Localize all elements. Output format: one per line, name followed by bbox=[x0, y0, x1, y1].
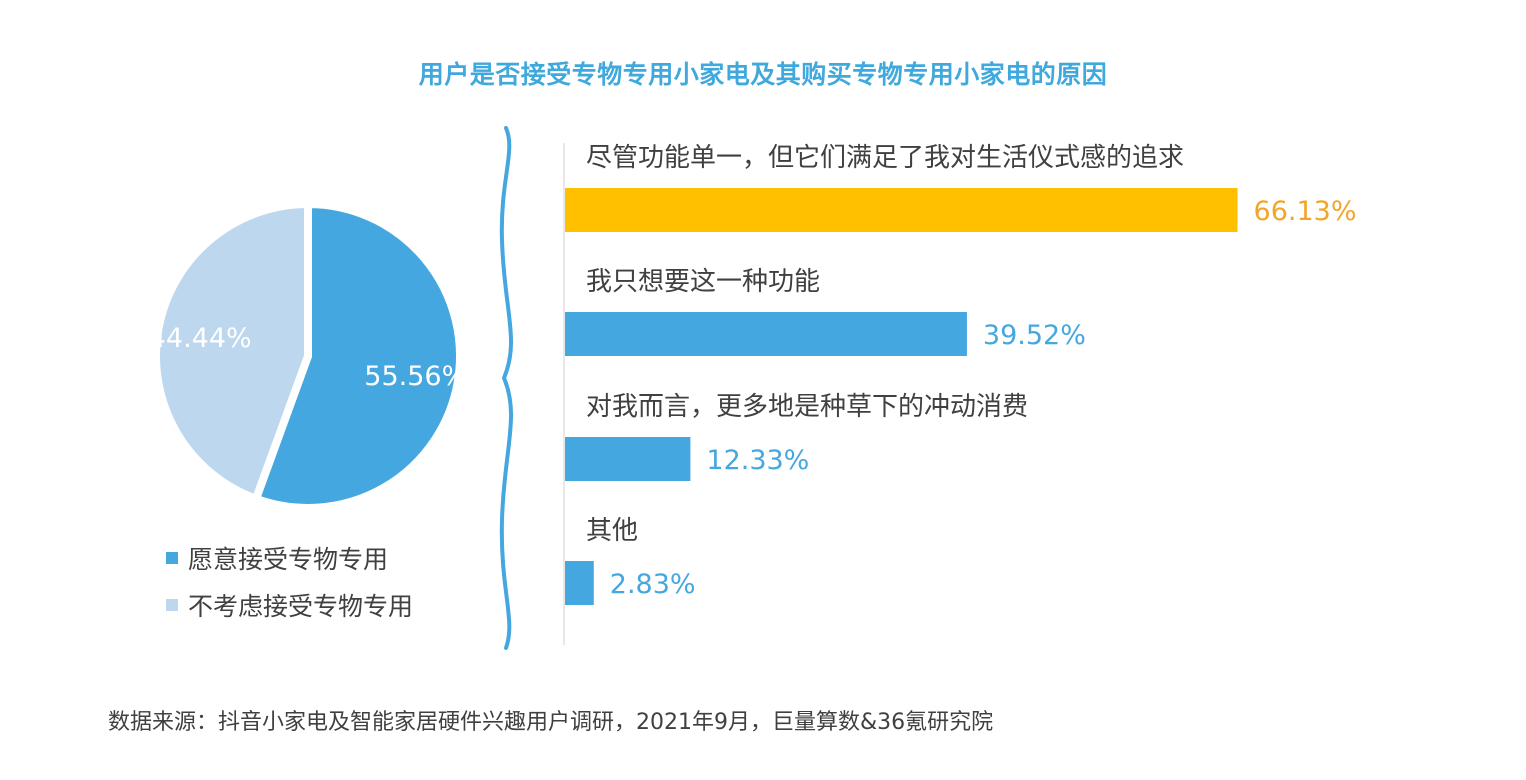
chart-title: 用户是否接受专物专用小家电及其购买专物专用小家电的原因 bbox=[418, 60, 1108, 89]
pie-slice-decline bbox=[152, 199, 312, 504]
legend-item-decline: 不考虑接受专物专用 bbox=[166, 590, 414, 621]
source-note: 数据来源：抖音小家电及智能家居硬件兴趣用户调研，2021年9月，巨量算数&36氪… bbox=[108, 710, 994, 735]
bar bbox=[565, 188, 1238, 232]
pie-slice-accept bbox=[250, 199, 464, 512]
bar-value-label: 12.33% bbox=[706, 445, 809, 476]
pie-label-accept: 55.56% bbox=[364, 361, 467, 392]
bar bbox=[565, 312, 967, 356]
bar-category-label: 尽管功能单一，但它们满足了我对生活仪式感的追求 bbox=[586, 143, 1184, 173]
legend-swatch-accept bbox=[166, 552, 178, 564]
legend-label-accept: 愿意接受专物专用 bbox=[188, 545, 389, 574]
bar-value-label: 66.13% bbox=[1254, 196, 1357, 227]
curly-brace bbox=[499, 126, 514, 650]
bar-category-label: 其他 bbox=[586, 516, 638, 546]
bar bbox=[565, 561, 594, 605]
bar-value-label: 39.52% bbox=[983, 320, 1086, 351]
legend-swatch-decline bbox=[166, 599, 178, 611]
pie-label-decline: 44.44% bbox=[149, 323, 252, 354]
bar-value-label: 2.83% bbox=[610, 569, 696, 600]
legend-item-accept: 愿意接受专物专用 bbox=[166, 543, 389, 574]
bar bbox=[565, 437, 691, 481]
bar-category-label: 我只想要这一种功能 bbox=[586, 267, 820, 297]
pie-chart: 55.56% 44.44% bbox=[149, 199, 467, 512]
legend-label-decline: 不考虑接受专物专用 bbox=[188, 592, 414, 621]
bar-category-label: 对我而言，更多地是种草下的冲动消费 bbox=[586, 392, 1028, 422]
